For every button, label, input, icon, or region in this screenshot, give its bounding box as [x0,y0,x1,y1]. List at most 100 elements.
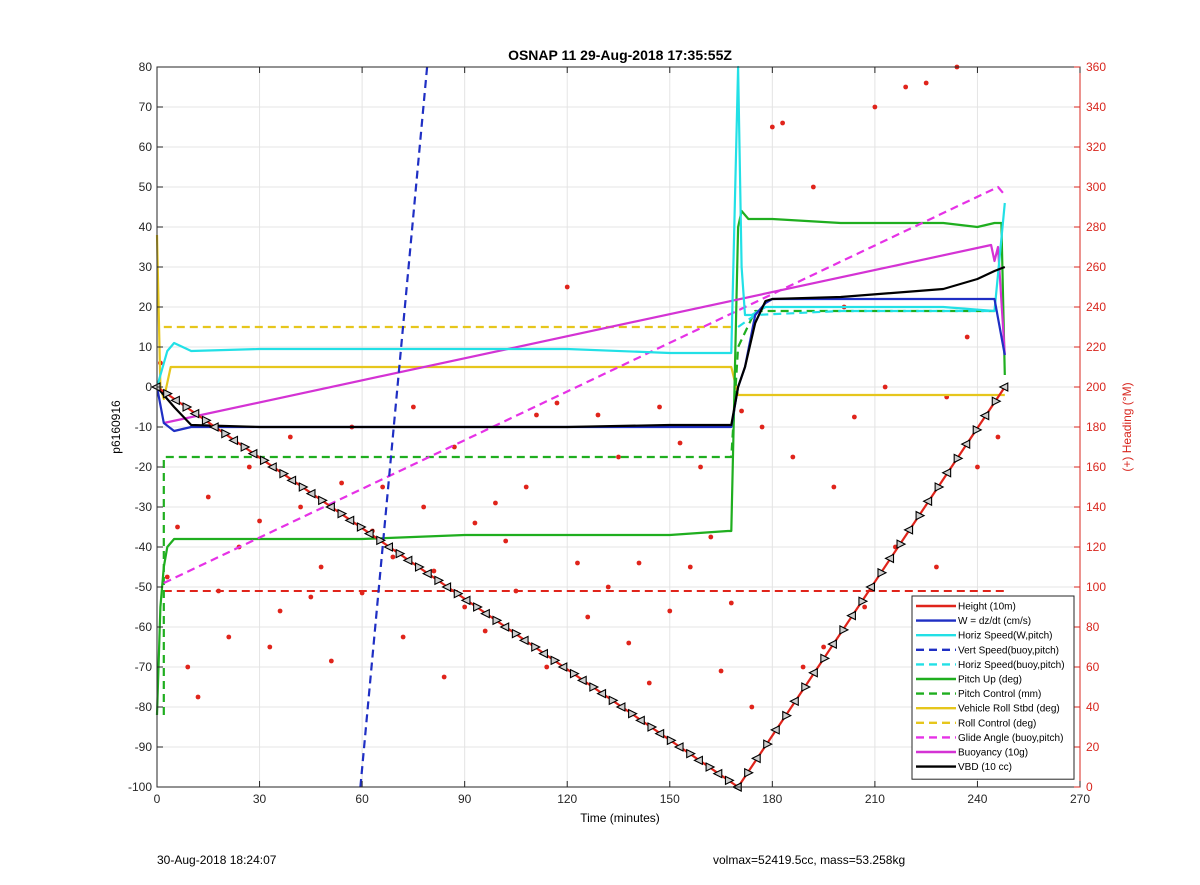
height-marker [298,482,309,492]
series-line [163,243,1006,425]
height-marker [789,696,799,707]
legend-label: W = dz/dt (cm/s) [958,616,1031,627]
heading-point [452,444,457,450]
right-tick-label: 40 [1086,700,1100,714]
series-lines [150,64,1009,792]
height-marker [279,468,290,479]
height-marker [991,396,1002,407]
height-marker [576,675,587,686]
height-marker [934,482,945,492]
right-tick-label: 200 [1086,380,1106,394]
series-line [155,65,1006,388]
x-tick-label: 0 [154,792,161,806]
heading-point [769,124,775,130]
legend-label: Vert Speed(buoy,pitch) [958,645,1059,656]
right-tick-label: 340 [1086,100,1106,114]
heading-point [934,564,939,570]
heading-point [462,604,468,610]
heading-point [318,564,324,570]
heading-point [923,80,929,86]
heading-point [851,414,857,420]
right-tick-label: 80 [1086,620,1100,634]
y-tick-label: -10 [135,420,153,434]
heading-point [759,424,765,430]
heading-point [903,84,909,90]
heading-point [657,404,662,410]
right-tick-label: 180 [1086,420,1106,434]
heading-point [862,604,868,610]
heading-point [995,434,1001,440]
y-tick-label: -40 [135,540,153,554]
x-tick-label: 270 [1070,792,1090,806]
height-marker [511,628,522,639]
x-axis-label: Time (minutes) [580,811,660,825]
right-tick-label: 0 [1086,780,1093,794]
height-marker [286,475,297,486]
height-marker [499,622,510,632]
heading-point [626,640,632,646]
height-marker [228,435,239,446]
height-marker [376,535,387,546]
height-marker [941,467,952,478]
heading-point [216,588,221,594]
height-marker [337,508,348,519]
heading-point [205,494,211,500]
height-marker [922,496,933,507]
height-marker [763,739,773,750]
height-marker [589,682,600,692]
heading-point [585,614,591,620]
height-marker [414,562,425,572]
heading-point [513,588,519,594]
heading-point [718,668,724,674]
height-marker [770,724,780,735]
height-marker [182,402,193,412]
height-marker [259,455,270,466]
legend-label: Roll Control (deg) [958,718,1036,729]
x-tick-label: 240 [967,792,987,806]
height-marker [421,568,432,579]
height-marker [434,575,445,586]
legend-label: Buoyancy (10g) [958,748,1028,759]
height-marker [998,382,1009,392]
height-marker [221,428,232,439]
series-line [155,209,1006,716]
heading-point [739,408,744,414]
height-marker [750,753,761,764]
heading-point [246,464,252,470]
heading-point [431,568,437,574]
series-line [359,66,429,788]
legend-box [911,595,1075,780]
right-tick-label: 260 [1086,260,1106,274]
height-marker [896,539,907,550]
height-marker [673,742,684,752]
y-tick-label: -90 [135,740,153,754]
height-marker [189,408,200,419]
legend-label: Vehicle Roll Stbd (deg) [958,704,1060,715]
height-marker [344,515,355,526]
heading-point [790,454,796,460]
height-marker [608,695,619,706]
heading-point [523,484,529,490]
series-line [163,185,1006,584]
height-marker [839,624,850,635]
height-marker [782,710,792,721]
heading-point [441,674,447,680]
heading-point [605,584,611,590]
legend-label: Glide Angle (buoy,pitch) [958,733,1063,744]
heading-point [534,412,539,418]
x-tick-label: 210 [865,792,885,806]
series-line [156,265,1006,429]
height-marker [163,388,173,399]
heading-point [831,484,837,490]
heading-point [482,628,488,634]
height-marker [903,524,914,535]
heading-point [339,480,344,486]
height-marker [538,648,548,659]
height-marker [383,542,394,552]
height-marker [654,728,665,739]
y-tick-label: 20 [139,300,153,314]
height-marker [858,596,869,607]
chart-title: OSNAP 11 29-Aug-2018 17:35:55Z [508,47,732,63]
right-tick-label: 160 [1086,460,1106,474]
heading-point [164,574,170,580]
